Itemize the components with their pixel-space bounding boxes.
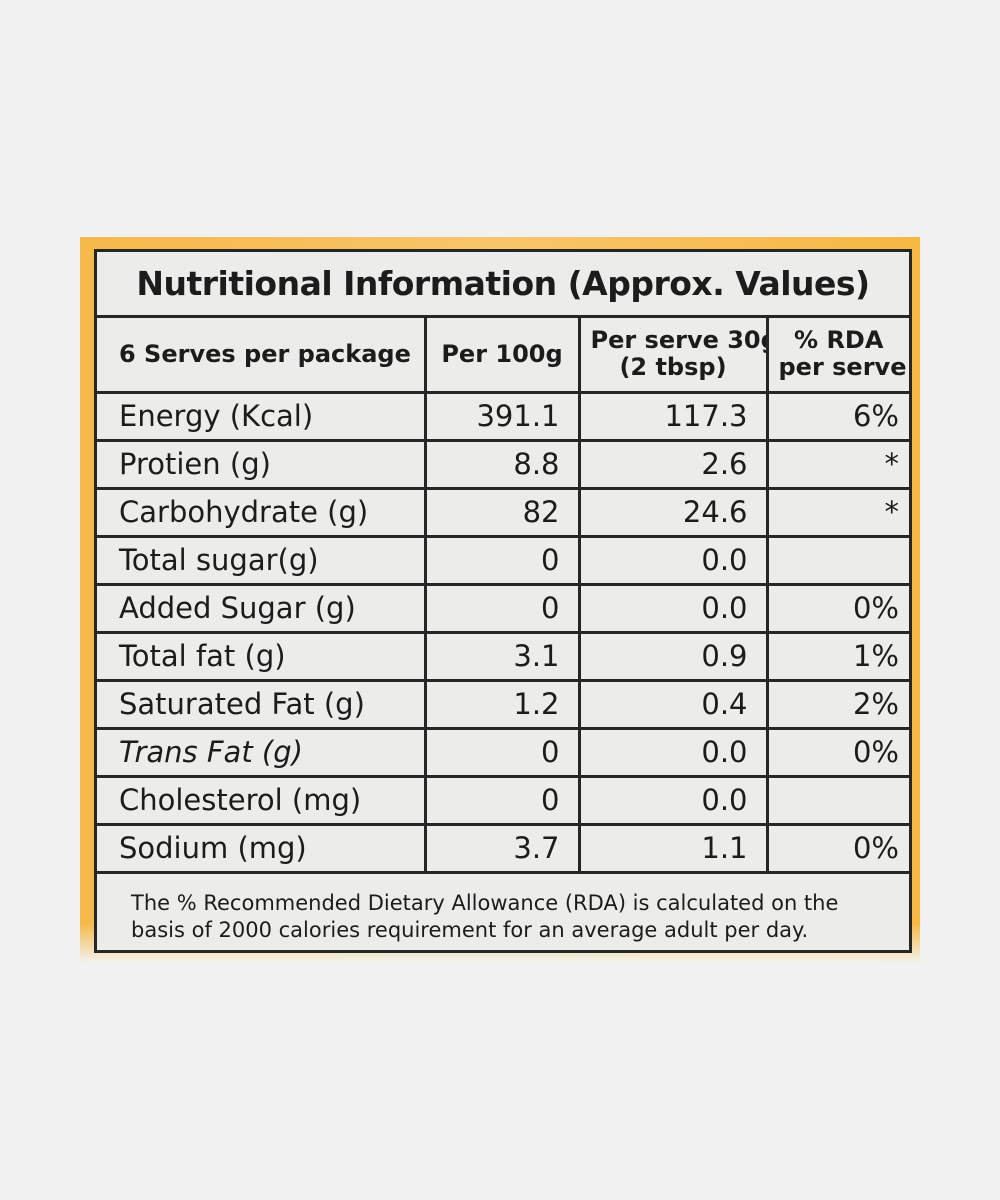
header-rda: % RDA per serve (765, 318, 909, 394)
value-per-100g: 1.2 (423, 678, 581, 730)
value-per-serve: 2.6 (577, 438, 769, 490)
footnote-line2: basis of 2000 calories requirement for a… (131, 918, 809, 942)
value-per-100g: 0 (423, 582, 581, 634)
value-per-serve: 24.6 (577, 486, 769, 538)
table-row: Added Sugar (g) 0 0.0 0% (97, 582, 909, 634)
value-per-serve: 0.0 (577, 774, 769, 826)
value-rda (765, 534, 909, 586)
value-per-serve: 0.0 (577, 582, 769, 634)
table-row: Energy (Kcal) 391.1 117.3 6% (97, 390, 909, 442)
value-rda: * (765, 486, 909, 538)
nutrient-name: Cholesterol (mg) (97, 774, 427, 826)
rda-footnote: The % Recommended Dietary Allowance (RDA… (97, 884, 909, 950)
nutrient-name: Energy (Kcal) (97, 390, 427, 442)
table-row: Sodium (mg) 3.7 1.1 0% (97, 822, 909, 874)
value-rda: 6% (765, 390, 909, 442)
nutrient-name: Saturated Fat (g) (97, 678, 427, 730)
footnote-line1: The % Recommended Dietary Allowance (RDA… (131, 891, 839, 915)
label-title: Nutritional Information (Approx. Values) (97, 252, 909, 318)
nutrient-name: Total sugar(g) (97, 534, 427, 586)
value-per-100g: 3.7 (423, 822, 581, 874)
table-row: Cholesterol (mg) 0 0.0 (97, 774, 909, 826)
value-per-serve: 117.3 (577, 390, 769, 442)
table-row: Total fat (g) 3.1 0.9 1% (97, 630, 909, 682)
value-rda (765, 774, 909, 826)
nutrient-name: Trans Fat (g) (97, 726, 427, 778)
nutrient-name: Total fat (g) (97, 630, 427, 682)
value-per-serve: 0.4 (577, 678, 769, 730)
value-per-serve: 0.0 (577, 534, 769, 586)
value-rda: * (765, 438, 909, 490)
header-serves: 6 Serves per package (97, 318, 427, 394)
table-row: Trans Fat (g) 0 0.0 0% (97, 726, 909, 778)
package-photo: Nutritional Information (Approx. Values)… (80, 237, 920, 963)
value-per-100g: 8.8 (423, 438, 581, 490)
header-rda-line1: % RDA (794, 326, 884, 355)
table-row: Total sugar(g) 0 0.0 (97, 534, 909, 586)
value-per-100g: 0 (423, 774, 581, 826)
value-rda: 1% (765, 630, 909, 682)
table-header-row: 6 Serves per package Per 100g Per serve … (97, 318, 909, 394)
value-per-100g: 0 (423, 534, 581, 586)
value-per-serve: 0.9 (577, 630, 769, 682)
header-per-serve-line1: Per serve 30g (590, 326, 767, 355)
header-rda-line2: per serve (778, 353, 907, 382)
value-per-100g: 391.1 (423, 390, 581, 442)
value-rda: 0% (765, 822, 909, 874)
value-rda: 0% (765, 582, 909, 634)
table-row: Carbohydrate (g) 82 24.6 * (97, 486, 909, 538)
value-per-serve: 0.0 (577, 726, 769, 778)
value-rda: 0% (765, 726, 909, 778)
header-per-100g: Per 100g (423, 318, 581, 394)
header-per-serve: Per serve 30g (2 tbsp) (577, 318, 769, 394)
value-per-serve: 1.1 (577, 822, 769, 874)
nutrient-name: Sodium (mg) (97, 822, 427, 874)
nutrition-table: 6 Serves per package Per 100g Per serve … (97, 318, 909, 874)
nutrient-name: Carbohydrate (g) (97, 486, 427, 538)
value-rda: 2% (765, 678, 909, 730)
nutrition-label: Nutritional Information (Approx. Values)… (94, 249, 912, 953)
value-per-100g: 82 (423, 486, 581, 538)
header-per-serve-line2: (2 tbsp) (619, 353, 727, 382)
nutrient-name: Added Sugar (g) (97, 582, 427, 634)
value-per-100g: 3.1 (423, 630, 581, 682)
nutrient-name: Protien (g) (97, 438, 427, 490)
value-per-100g: 0 (423, 726, 581, 778)
table-row: Protien (g) 8.8 2.6 * (97, 438, 909, 490)
table-row: Saturated Fat (g) 1.2 0.4 2% (97, 678, 909, 730)
